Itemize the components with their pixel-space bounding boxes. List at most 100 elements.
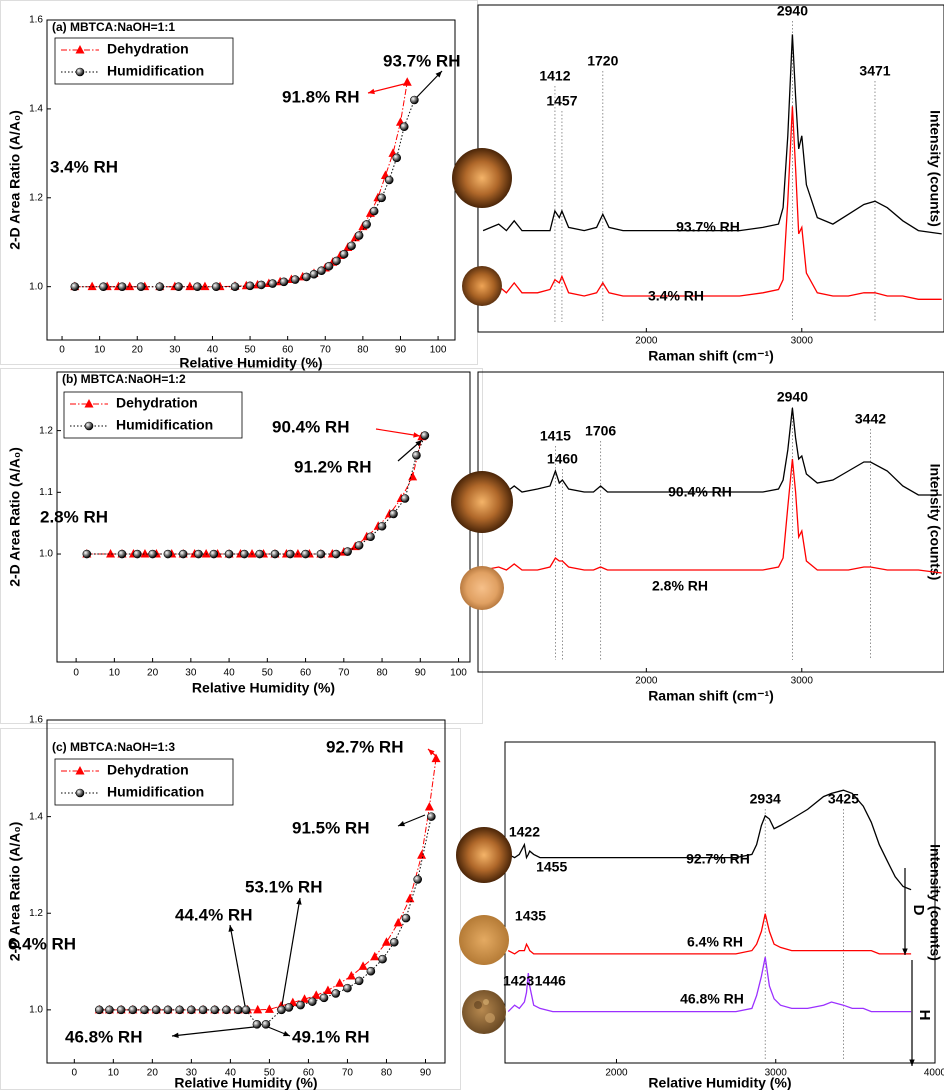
annotation: 44.4% RH [175, 905, 252, 924]
annotation: 53.1% RH [245, 877, 322, 896]
x-tick-label: 30 [186, 1068, 198, 1079]
circle-marker [151, 1005, 161, 1015]
triangle-marker [424, 801, 434, 811]
triangle-marker [140, 549, 150, 558]
circle-marker [240, 549, 249, 559]
peak-label: 3442 [855, 411, 886, 427]
triangle-marker [87, 281, 97, 291]
circle-marker [252, 1020, 262, 1029]
annotation: 93.7% RH [383, 51, 460, 70]
triangle-marker [335, 978, 345, 987]
circle-marker [209, 549, 219, 559]
circle-marker [70, 282, 80, 291]
arrow-head [909, 1059, 915, 1066]
circle-marker [268, 279, 277, 288]
y-axis-label: 2-D Area Ratio (A/A₀) [7, 447, 23, 587]
circle-marker [105, 1005, 114, 1015]
circle-marker [270, 549, 280, 559]
annotation: 49.1% RH [292, 1027, 369, 1046]
x-tick-label: 50 [262, 668, 274, 679]
triangle-marker [247, 549, 257, 558]
legend-label: Dehydration [107, 762, 189, 778]
annotation-arrow [229, 924, 246, 1007]
x-tick-label: 60 [282, 345, 294, 356]
peak-label: 3471 [859, 63, 890, 79]
circle-marker [410, 95, 419, 105]
circle-marker [377, 193, 386, 203]
triangle-marker [358, 961, 368, 970]
annotation: 91.2% RH [294, 457, 371, 476]
annotation-arrow [171, 1026, 255, 1037]
circle-marker [354, 976, 364, 986]
circle-marker [285, 549, 295, 559]
circle-marker [378, 954, 387, 964]
spectrum [507, 956, 912, 1013]
arrow-head [428, 749, 435, 756]
spectrum-label: 90.4% RH [668, 484, 732, 500]
y-axis-label: Intensity (counts) [927, 110, 943, 227]
annotation: 46.8% RH [65, 1027, 142, 1046]
circle-marker [377, 521, 387, 531]
x-tick-label: 10 [108, 1068, 120, 1079]
circle-marker [178, 549, 188, 559]
x-tick-label: 0 [72, 1068, 78, 1079]
circle-marker [117, 282, 127, 291]
x-tick-label: 10 [109, 668, 121, 679]
circle-marker [331, 989, 341, 998]
y-tick-label: 1.1 [39, 487, 53, 498]
arrow-head [296, 898, 302, 905]
legend-marker [75, 766, 85, 775]
series-line [99, 816, 432, 1025]
spectrum-label: 93.7% RH [676, 219, 740, 235]
circle-marker [255, 549, 264, 559]
triangle-marker [264, 1004, 274, 1013]
peak-label: 1455 [536, 859, 567, 875]
legend-box [54, 758, 234, 806]
peak-label: 1706 [585, 423, 616, 439]
droplet-images [451, 148, 513, 1034]
legend-box [54, 37, 234, 85]
circle-marker [332, 256, 341, 266]
peak-label: 2940 [777, 389, 808, 405]
x-tick-label: 80 [381, 1068, 393, 1079]
triangle-marker [106, 549, 116, 558]
panel-title: (c) MBTCA:NaOH=1:3 [52, 740, 175, 754]
x-tick-label: 90 [420, 1068, 432, 1079]
annotation: 2.8% RH [40, 507, 108, 526]
spectrum [507, 789, 912, 891]
x-tick-label: 0 [73, 668, 79, 679]
legend-label: Humidification [107, 784, 204, 800]
x-tick-label: 0 [59, 345, 65, 356]
triangle-marker [346, 971, 356, 980]
annotation: D [910, 905, 927, 916]
circle-marker [194, 549, 203, 559]
panel-title: (b) MBTCA:NaOH=1:2 [62, 372, 186, 386]
circle-marker [163, 1005, 173, 1015]
triangle-marker [370, 951, 380, 961]
triangle-marker [201, 549, 211, 558]
x-tick-label: 4000 [924, 1068, 944, 1079]
x-tick-label: 3000 [765, 1068, 788, 1079]
circle-marker [277, 1005, 286, 1015]
x-axis-label: Relative Humidity (%) [192, 680, 335, 696]
circle-marker [82, 549, 92, 559]
triangle-marker [323, 985, 333, 995]
spectrum [482, 106, 942, 300]
triangle-marker [200, 281, 210, 291]
y-axis-label: 2-D Area Ratio (A/A₀) [7, 822, 23, 962]
circle-marker [210, 1005, 220, 1015]
x-axis-label: Raman shift (cm⁻¹) [648, 348, 774, 364]
peak-label: 2934 [750, 791, 781, 807]
legend-label: Dehydration [107, 41, 189, 57]
x-axis-label: Raman shift (cm⁻¹) [648, 688, 774, 704]
panel-title: (a) MBTCA:NaOH=1:1 [52, 20, 175, 34]
spectrum-label: 2.8% RH [652, 578, 708, 594]
spectrum [482, 407, 942, 496]
x-axis-label: Relative Humidity (%) [648, 1075, 791, 1090]
triangle-marker [185, 281, 195, 291]
y-tick-label: 1.2 [29, 908, 43, 919]
annotation-arrow [281, 897, 301, 1006]
droplet-texture [485, 1013, 495, 1023]
circle-marker [389, 509, 398, 519]
